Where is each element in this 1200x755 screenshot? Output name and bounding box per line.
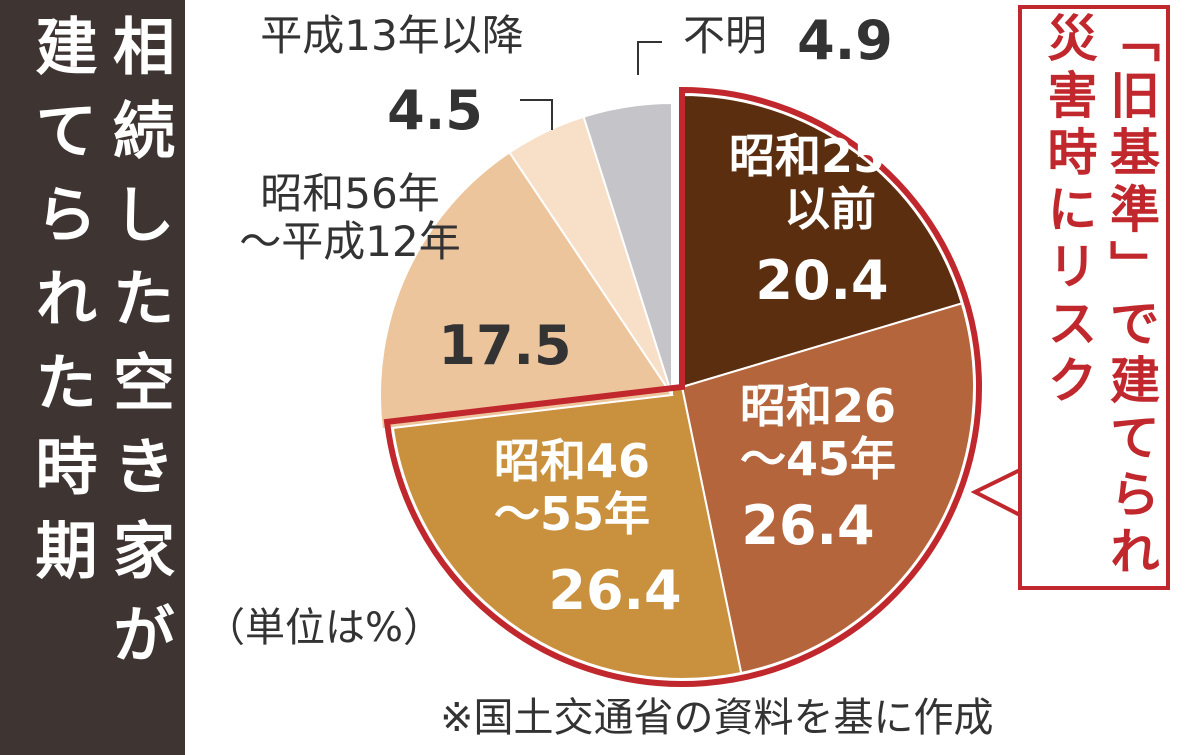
chart-title: 相続した空き家が建てられた時期 [24,14,176,686]
pie-slice [582,101,673,396]
source: ※国土交通省の資料を基に作成 [440,695,994,741]
risk-outline [383,86,982,687]
value-label: 20.4 [755,249,889,312]
pie-slice [681,93,964,389]
value-label: 17.5 [438,314,572,377]
value-label: 26.4 [741,494,875,557]
pie-slice [379,150,674,431]
value-label: 4.9 [797,9,893,72]
value-label: 4.5 [387,79,483,142]
category-label: 不明 [682,11,768,60]
unit-note: （単位は%） [205,605,444,651]
leader-line [637,41,662,75]
pie-slice [390,385,743,680]
category-label: 昭和46 ～55年 [493,434,651,541]
category-label: 昭和26 ～45年 [739,379,897,486]
category-label: 昭和56年 ～平成12年 [239,169,461,267]
annotation-pointer [970,468,1021,517]
annotation-box [1018,5,1170,590]
value-label: 26.4 [548,559,682,622]
category-label: 平成13年以降 [260,11,524,60]
leader-line [520,99,553,130]
annotation: 「旧基準」で建てられ災害時にリスク [1039,12,1161,582]
pie-slice [680,302,975,675]
title-band [0,0,185,755]
category-label: 昭和25年 以前 [728,129,932,236]
